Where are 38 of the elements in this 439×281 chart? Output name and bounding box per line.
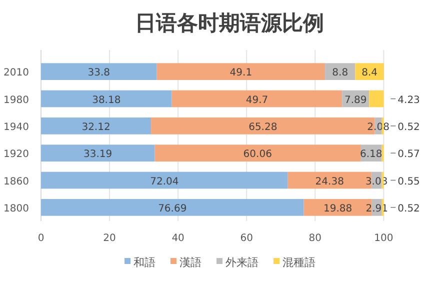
y-tick-label: 1860 xyxy=(4,176,29,188)
data-label: 4.23 xyxy=(398,94,420,106)
legend-label: 漢語 xyxy=(180,256,202,269)
x-tick-label: 40 xyxy=(172,233,184,244)
data-label: 38.18 xyxy=(92,94,121,106)
data-label: 33.19 xyxy=(84,149,112,160)
data-label: 24.38 xyxy=(315,176,344,188)
legend-label: 混種語 xyxy=(282,256,316,269)
data-label: 49.1 xyxy=(230,68,252,79)
data-label: 6.18 xyxy=(360,149,382,160)
x-tick-label: 100 xyxy=(374,233,394,244)
x-tick-label: 60 xyxy=(240,233,253,244)
y-tick-label: 1800 xyxy=(4,203,29,214)
x-tick-label: 0 xyxy=(38,233,44,244)
legend-label: 外来語 xyxy=(226,256,258,269)
data-label: 0.52 xyxy=(398,203,420,214)
data-label: 0.55 xyxy=(398,176,420,188)
data-label: 72.04 xyxy=(150,176,179,188)
title: 日语各时期语源比例 xyxy=(135,11,324,35)
data-label: 65.28 xyxy=(248,122,278,133)
data-label: 32.12 xyxy=(82,122,110,133)
data-label: 19.88 xyxy=(324,203,352,214)
data-label: 8.8 xyxy=(332,68,348,79)
y-tick-label: 1980 xyxy=(4,94,29,106)
data-label: 49.7 xyxy=(246,94,268,106)
data-label: 7.89 xyxy=(344,94,367,106)
data-label: 0.52 xyxy=(398,122,420,133)
data-label: 8.4 xyxy=(362,68,378,79)
x-tick-label: 20 xyxy=(103,233,116,244)
data-label: 33.8 xyxy=(88,68,110,79)
data-label: 0.57 xyxy=(398,149,420,160)
y-tick-label: 2010 xyxy=(4,68,29,79)
data-label: 60.06 xyxy=(243,149,272,160)
x-tick-label: 80 xyxy=(308,233,322,244)
legend-label: 和語 xyxy=(134,256,156,269)
data-label: 76.69 xyxy=(158,203,187,214)
y-tick-label: 1920 xyxy=(4,149,29,160)
y-tick-label: 1940 xyxy=(4,122,29,133)
